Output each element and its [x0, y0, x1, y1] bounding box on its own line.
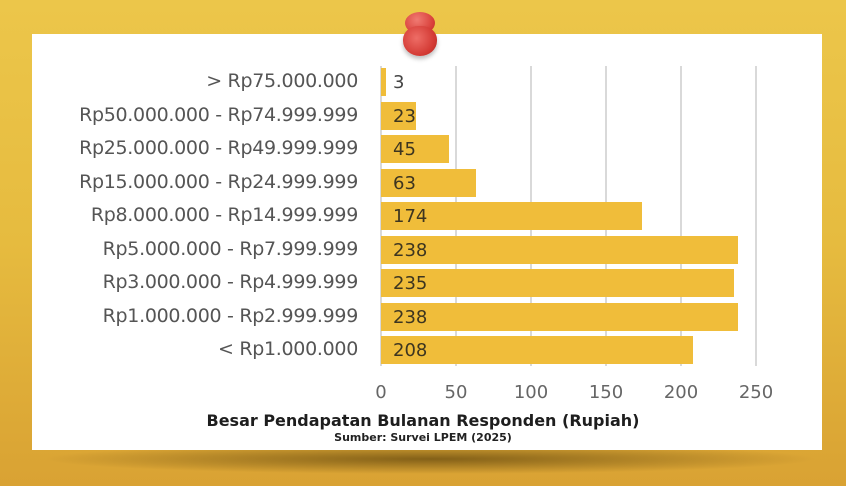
x-tick-label: 150 [588, 382, 624, 403]
category-label: Rp1.000.000 - Rp2.999.999 [102, 304, 359, 327]
category-label: Rp25.000.000 - Rp49.999.999 [79, 137, 358, 159]
bar [381, 101, 416, 130]
x-tick-label: 200 [663, 382, 699, 403]
bar [381, 302, 738, 331]
pushpin-icon [400, 12, 440, 56]
category-label: Rp15.000.000 - Rp24.999.999 [79, 170, 358, 193]
category-label: Rp5.000.000 - Rp7.999.999 [102, 237, 359, 260]
bar-value-label: 23 [393, 105, 416, 127]
x-tick-label: 100 [513, 382, 549, 403]
category-label: Rp8.000.000 - Rp14.999.999 [90, 204, 358, 226]
bar [381, 68, 386, 96]
bar-value-label: 208 [393, 340, 428, 361]
gridline [680, 66, 682, 366]
bar [381, 235, 738, 264]
x-tick-label: 50 [444, 382, 468, 403]
bar-value-label: 238 [393, 306, 428, 328]
category-label: Rp50.000.000 - Rp74.999.999 [79, 103, 358, 126]
bar [381, 269, 734, 297]
gridline [755, 66, 757, 366]
bar-value-label: 174 [393, 206, 428, 227]
x-tick-label: 0 [375, 382, 387, 403]
bar-value-label: 45 [393, 139, 416, 160]
bar-value-label: 235 [393, 273, 428, 294]
x-tick-label: 250 [738, 382, 774, 403]
chart-title: Besar Pendapatan Bulanan Responden (Rupi… [206, 411, 640, 430]
category-label: > Rp75.000.000 [206, 70, 358, 92]
bar-value-label: 3 [393, 72, 405, 93]
bar [381, 135, 449, 163]
bar [381, 168, 476, 197]
bar-value-label: 63 [393, 172, 416, 194]
chart-source: Sumber: Survei LPEM (2025) [334, 431, 512, 444]
category-label: < Rp1.000.000 [217, 338, 358, 360]
bar-value-label: 238 [393, 239, 428, 261]
bar [381, 202, 642, 230]
category-label: Rp3.000.000 - Rp4.999.999 [102, 271, 359, 293]
bar [381, 336, 693, 364]
